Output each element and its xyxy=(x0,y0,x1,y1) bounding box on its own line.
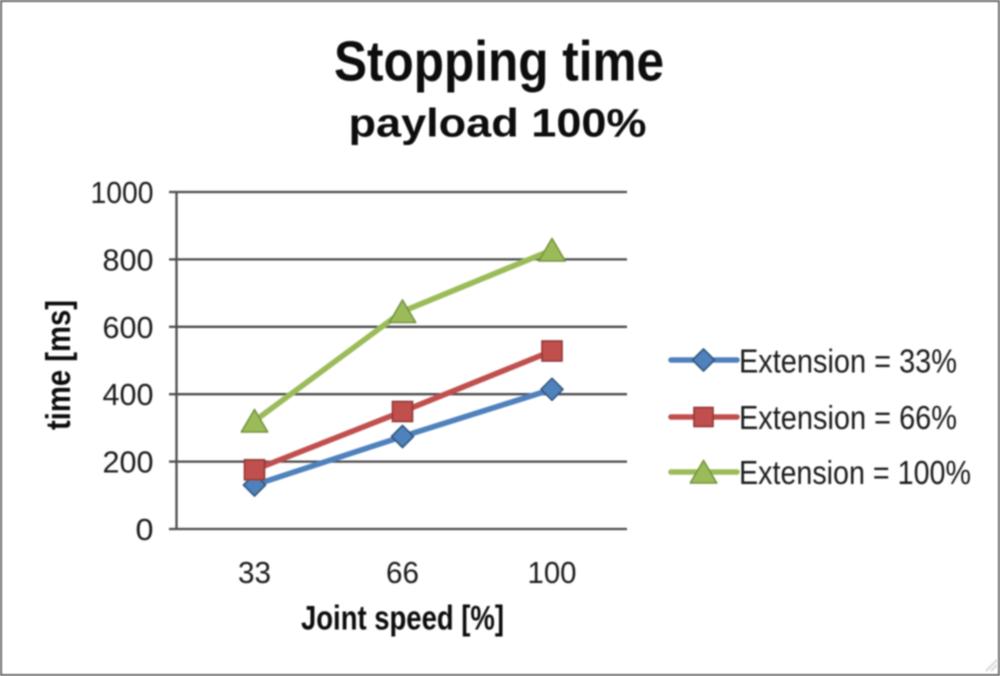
svg-text:800: 800 xyxy=(103,242,154,277)
svg-text:100: 100 xyxy=(528,555,577,590)
svg-text:Extension = 33%: Extension = 33% xyxy=(739,343,957,380)
svg-text:Joint speed [%]: Joint speed [%] xyxy=(301,600,504,638)
svg-text:400: 400 xyxy=(103,377,154,412)
svg-text:0: 0 xyxy=(136,512,154,547)
svg-text:1000: 1000 xyxy=(91,175,154,210)
svg-text:600: 600 xyxy=(103,310,154,345)
svg-text:Extension = 100%: Extension = 100% xyxy=(739,454,971,491)
svg-text:33: 33 xyxy=(238,555,271,590)
svg-text:payload 100%: payload 100% xyxy=(349,102,647,146)
svg-text:time [ms]: time [ms] xyxy=(40,300,78,430)
svg-text:66: 66 xyxy=(386,555,419,590)
svg-text:Extension = 66%: Extension = 66% xyxy=(739,399,957,436)
svg-text:200: 200 xyxy=(103,445,154,480)
svg-text:Stopping time: Stopping time xyxy=(334,30,664,94)
